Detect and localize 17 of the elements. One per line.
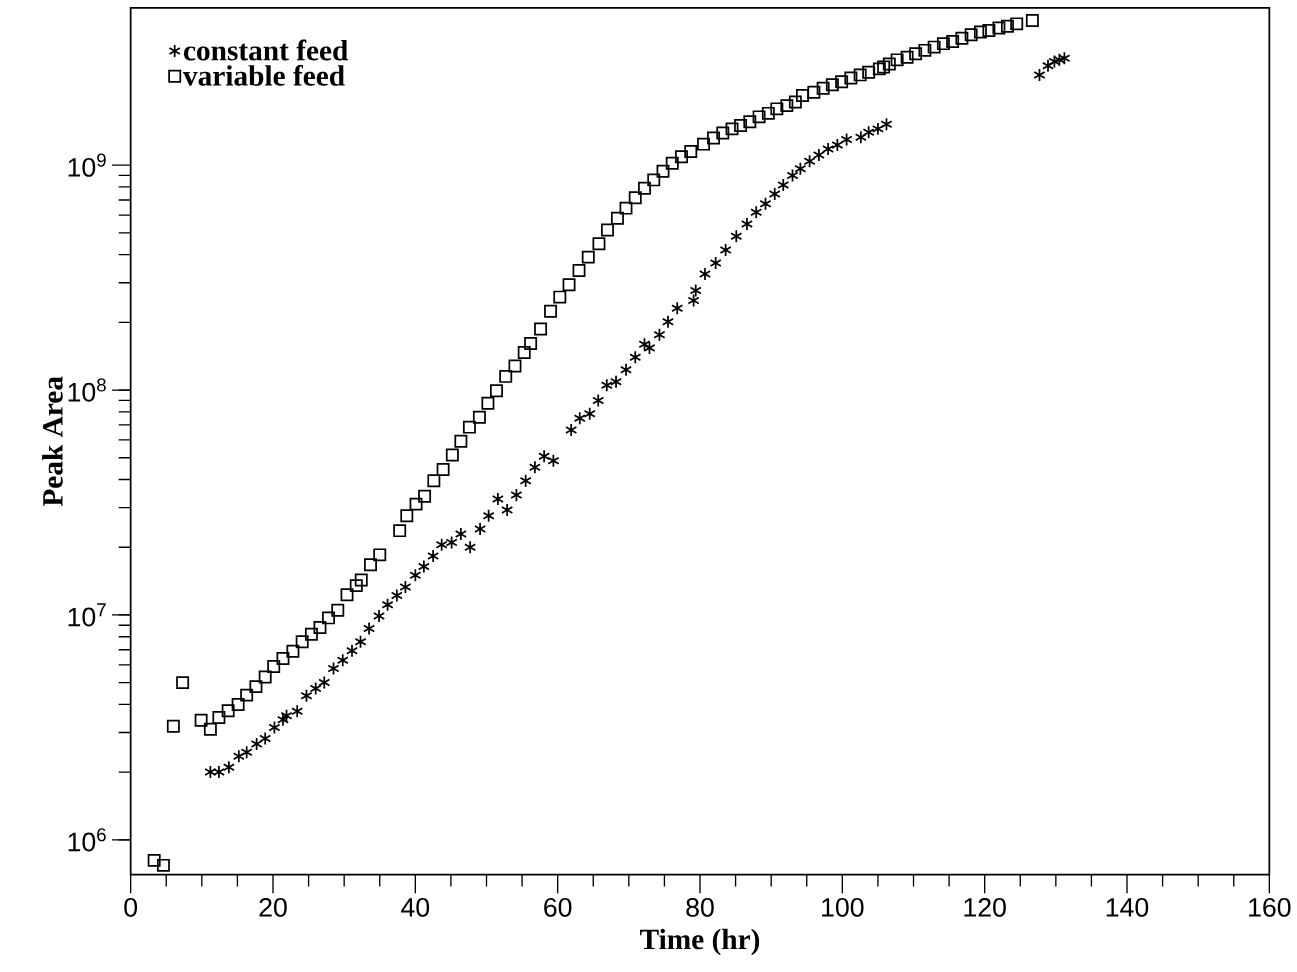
y-tick-label: 10$^{6}$ bbox=[68, 828, 106, 852]
x-tick-label: 120 bbox=[964, 897, 1006, 917]
y-tick-label: 10$^{9}$ bbox=[68, 153, 106, 177]
y-tick-label: 10$^{8}$ bbox=[68, 378, 106, 402]
x-tick-label: 140 bbox=[1106, 897, 1149, 917]
x-tick-label: 20 bbox=[259, 897, 287, 917]
y-axis-title: Peak Area bbox=[42, 376, 63, 507]
x-tick-label: 40 bbox=[401, 897, 430, 917]
x-axis-title: Time (hr) bbox=[640, 928, 760, 956]
legend-label: constant feed bbox=[183, 39, 349, 61]
x-tick-label: 160 bbox=[1249, 897, 1291, 917]
x-tick-label: 100 bbox=[822, 897, 864, 917]
y-tick-label: 10$^{7}$ bbox=[68, 603, 106, 627]
x-tick-label: 0 bbox=[124, 897, 138, 917]
x-tick-label: 80 bbox=[686, 897, 714, 917]
x-tick-label: 60 bbox=[544, 897, 572, 917]
legend-label: variable feed bbox=[182, 64, 345, 86]
